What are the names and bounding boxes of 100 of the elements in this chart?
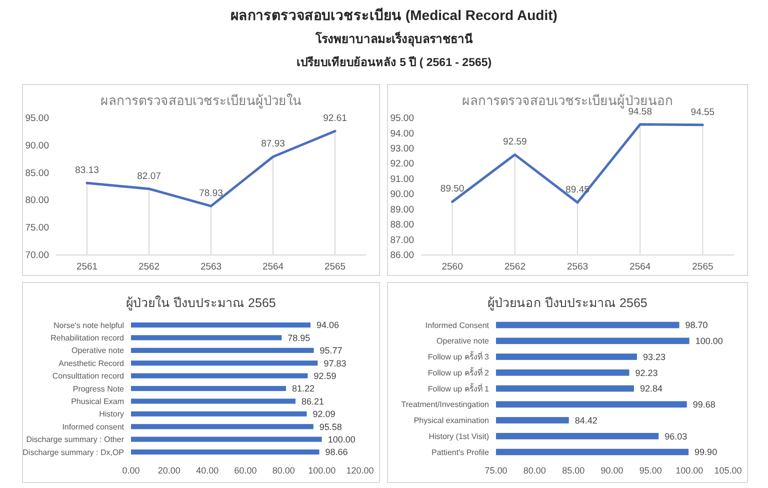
bar [131,335,282,340]
x-tick-label: 2564 [262,262,284,273]
y-tick-label: Treatment/Investingation [401,400,489,410]
data-label: 89.50 [440,184,464,195]
y-tick-label: Consulttation record [52,372,124,381]
data-label: 92.84 [640,384,662,394]
x-tick-label: 2565 [324,262,346,273]
y-tick-label: Norse's note helpful [54,320,124,330]
y-tick-label: Pattient's Profile [431,448,490,457]
y-tick-label: Anesthetic Record [58,358,124,368]
y-tick-label: History (1st Visit) [428,432,490,441]
data-label: 87.93 [261,138,285,150]
chart-title: ผู้ป่วยใน ปีงบประมาณ 2565 [126,296,276,311]
data-label: 97.83 [324,358,346,368]
data-label: 94.06 [316,320,340,330]
data-label: 95.77 [320,346,342,356]
y-tick-label: Phusical Exam [71,397,124,406]
data-label: 99.68 [692,400,716,410]
y-tick-label: Progress Note [72,384,125,394]
x-tick-label: 0.00 [122,465,140,476]
data-label: 99.90 [694,447,718,458]
y-tick-label: 87.00 [390,234,414,246]
x-tick-label: 2563 [566,262,588,273]
y-tick-label: 94.00 [390,128,414,140]
text: เปรียบเทียบย้อนหลัง 5 ปี ( 2561 - 2565) [296,56,492,69]
y-tick-label: Physical examination [414,416,489,426]
data-label: 98.66 [325,447,348,458]
bar [131,360,318,366]
data-label: 98.70 [685,320,708,330]
data-label: 86.21 [302,396,324,406]
data-label: 93.23 [642,352,666,362]
data-label: 81.22 [292,384,315,394]
y-tick-label: 86.00 [390,250,414,262]
bar [131,398,296,404]
y-tick-label: Follow up ครั้งที่ 1 [428,382,490,394]
y-tick-label: History [99,410,124,419]
bar [131,424,314,430]
data-label: 83.13 [75,165,99,176]
y-tick-label: 91.00 [390,174,414,185]
x-tick-label: 2560 [442,262,463,273]
data-label: 78.93 [199,188,223,200]
data-label: 84.42 [574,415,598,426]
bar [131,348,314,353]
y-tick-label: 70.00 [25,250,49,262]
x-tick-label: 20.00 [158,465,180,476]
y-tick-label: Informed Consent [425,320,490,330]
y-tick-label: Operative note [72,346,125,356]
text: โรงพยาบาลมะเร็งอุบลราชธานี [314,31,474,47]
y-tick-label: 90.00 [390,189,414,200]
x-tick-label: 100.00 [308,465,336,476]
x-tick-label: 60.00 [234,465,257,476]
y-tick-label: Discharge summary : Dx,OP [22,448,124,457]
x-tick-label: 80.00 [272,465,295,476]
y-tick-label: 93.00 [390,143,414,154]
text: ผลการตรวจสอบเวชระเบียน (Medical Record Audit) [230,7,558,23]
x-tick-label: 2565 [692,262,714,273]
bar [131,322,310,328]
x-tick-label: 90.00 [600,465,624,476]
data-label: 92.61 [323,113,347,124]
y-tick-label: 89.00 [390,204,414,216]
chart-title: ผลการตรวจสอบเวชระเบียนผู้ป่วยนอก [462,93,673,109]
x-tick-label: 40.00 [196,465,219,476]
y-tick-label: 90.00 [25,140,49,152]
data-label: 78.95 [288,332,310,343]
y-tick-label: 88.00 [390,220,414,231]
data-label: 92.23 [635,368,658,378]
data-label: 96.03 [664,431,688,442]
y-tick-label: Informed consent [62,422,125,432]
y-tick-label: 95.00 [25,113,49,124]
bar [131,436,322,442]
data-label: 100.00 [328,434,356,444]
data-label: 92.59 [314,370,336,381]
data-label: 95.58 [319,422,342,432]
bar [131,386,286,392]
x-tick-label: 75.00 [484,465,508,476]
x-tick-label: 85.00 [562,465,585,476]
data-label: 82.07 [137,170,161,182]
data-label: 94.58 [628,106,652,118]
y-tick-label: 80.00 [25,195,49,206]
data-label: 92.59 [503,136,527,148]
bar [131,449,320,455]
data-label: 94.55 [690,106,715,118]
y-tick-label: 92.00 [390,158,414,170]
y-tick-label: Operative note [436,336,490,346]
y-tick-label: 75.00 [25,222,49,234]
chart-title: ผู้ป่วยนอก ปีงบประมาณ 2565 [488,296,648,311]
x-tick-label: 80.00 [523,465,546,476]
x-tick-label: 120.00 [346,465,374,476]
x-tick-label: 105.00 [714,465,742,476]
chart-title: ผลการตรวจสอบเวชระเบียนผู้ป่วยใน [100,93,302,109]
bar [131,411,307,416]
y-tick-label: Follow up ครั้งที่ 2 [428,366,490,378]
x-tick-label: 2563 [200,262,222,273]
y-tick-label: 85.00 [25,168,49,179]
x-tick-label: 2562 [504,262,526,273]
data-label: 92.09 [312,409,336,420]
x-tick-label: 95.00 [639,465,662,476]
x-tick-label: 2564 [630,262,651,273]
bar [131,373,308,378]
x-tick-label: 100.00 [676,465,704,476]
